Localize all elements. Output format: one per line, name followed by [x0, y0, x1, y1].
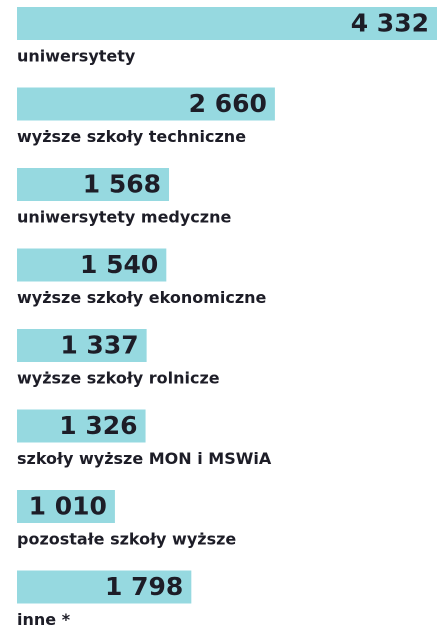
bar: [17, 168, 170, 201]
category-label: pozostałe szkoły wyższe: [17, 530, 236, 549]
category-label: wyższe szkoły rolnicze: [17, 369, 220, 388]
value-label: 1 337: [60, 331, 138, 360]
value-label: 1 326: [59, 411, 137, 440]
value-label: 1 540: [80, 250, 158, 279]
value-label: 1 798: [105, 572, 183, 601]
bar: [17, 7, 437, 40]
value-label: 4 332: [351, 9, 429, 38]
bar: [17, 248, 167, 282]
category-label: szkoły wyższe MON i MSWiA: [17, 449, 272, 468]
value-label: 1 568: [83, 170, 161, 199]
category-label: uniwersytety: [17, 47, 136, 66]
bar: [17, 570, 192, 604]
value-label: 2 660: [189, 89, 267, 118]
bar: [17, 329, 147, 362]
category-label: wyższe szkoły ekonomiczne: [17, 288, 267, 307]
category-label: uniwersytety medyczne: [17, 208, 231, 227]
category-label: wyższe szkoły techniczne: [17, 127, 246, 146]
value-label: 1 010: [29, 492, 107, 521]
category-label: inne *: [17, 610, 71, 628]
bar: [17, 490, 115, 523]
bar: [17, 409, 146, 443]
bar: [17, 87, 275, 121]
